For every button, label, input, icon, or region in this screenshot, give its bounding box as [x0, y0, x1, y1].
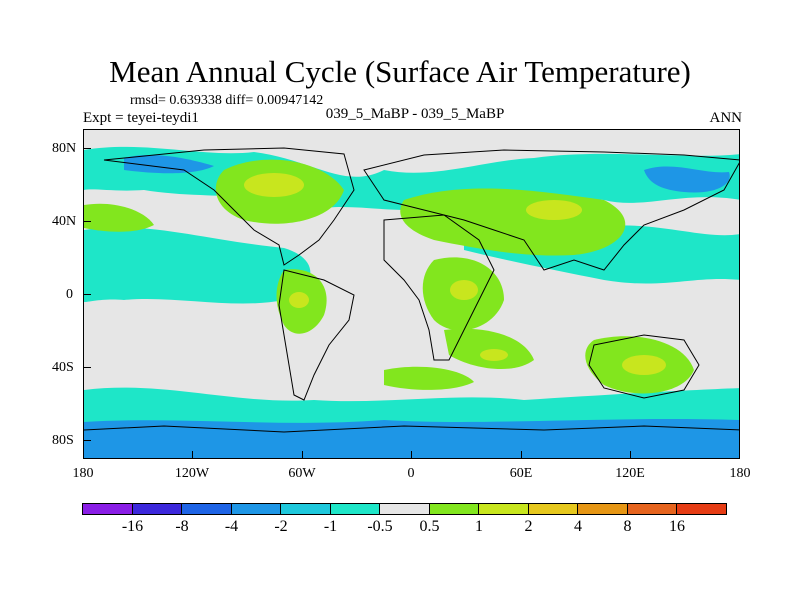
colorbar-swatch: [82, 503, 133, 515]
lat-label-40n: 40N: [52, 214, 77, 229]
lon-tick: [521, 451, 522, 459]
colorbar-label: 2: [524, 518, 533, 535]
lat-label-40s: 40S: [52, 360, 74, 375]
colorbar-swatch: [626, 503, 677, 515]
lon-label-0: 0: [407, 466, 415, 481]
yellow-spot-eurasia: [526, 200, 582, 220]
deep-blue-patch-arctic: [124, 155, 214, 174]
blue-band-antarctic: [84, 419, 739, 458]
season-label: ANN: [709, 110, 743, 126]
colorbar-label: -16: [121, 518, 144, 535]
outline-north-america: [103, 147, 355, 266]
continent-outlines: [84, 147, 739, 433]
lat-tick: [83, 367, 91, 368]
colorbar-swatch: [676, 503, 727, 515]
green-patch-southatl: [384, 366, 474, 390]
lon-label-180e: 180: [729, 466, 751, 481]
colorbar-swatch: [428, 503, 479, 515]
deep-blue-patch-asia: [644, 166, 730, 193]
colorbar-label: -8: [175, 518, 189, 535]
colorbar-swatch: [577, 503, 628, 515]
colorbar-label: -4: [224, 518, 239, 535]
lon-tick: [411, 451, 412, 459]
colorbar: [82, 503, 727, 515]
colorbar-label: 1: [475, 518, 483, 535]
colorbar-swatch: [230, 503, 281, 515]
lat-tick: [83, 440, 91, 441]
lon-label-180w: 180: [72, 466, 94, 481]
green-patch-indian: [444, 328, 534, 370]
lon-tick: [192, 451, 193, 459]
lon-tick: [630, 451, 631, 459]
colorbar-swatch: [329, 503, 380, 515]
colorbar-swatch: [379, 503, 430, 515]
lon-label-60w: 60W: [288, 466, 316, 481]
cyan-band-midlat: [84, 227, 311, 304]
colorbar-swatch: [131, 503, 182, 515]
experiment-label: Expt = teyei-teydi1: [83, 110, 199, 126]
colorbar-label: 4: [574, 518, 582, 535]
outline-africa: [383, 214, 495, 361]
colorbar-swatch: [181, 503, 232, 515]
map-field: [84, 130, 739, 458]
yellow-spot-na: [244, 173, 304, 197]
colorbar-label: -0.5: [367, 518, 393, 535]
colorbar-label: 8: [623, 518, 632, 535]
lon-label-60e: 60E: [509, 466, 533, 481]
colorbar-label: -1: [323, 518, 338, 535]
colorbar-label: 16: [669, 518, 685, 535]
case-label: 039_5_MaBP - 039_5_MaBP: [325, 106, 505, 122]
outline-australia: [588, 334, 700, 399]
green-patch-westpac: [84, 203, 154, 232]
outline-south-america: [278, 269, 355, 401]
yellow-spot-sa: [289, 292, 309, 308]
yellow-spot-australia: [622, 355, 666, 375]
lat-tick: [83, 294, 91, 295]
outline-antarctica: [84, 425, 739, 433]
colorbar-label: 0.5: [419, 518, 440, 535]
lat-label-80s: 80S: [52, 433, 74, 448]
colorbar-swatch: [478, 503, 529, 515]
colorbar-swatch: [280, 503, 331, 515]
lon-tick: [302, 451, 303, 459]
colorbar-label: -2: [274, 518, 288, 535]
cyan-band-south: [84, 387, 739, 430]
lat-label-eq: 0: [66, 287, 73, 302]
yellow-spot-africa: [450, 280, 478, 300]
lat-tick: [83, 148, 91, 149]
colorbar-swatch: [527, 503, 578, 515]
temperature-map: [83, 129, 740, 459]
plot-title: Mean Annual Cycle (Surface Air Temperatu…: [109, 54, 691, 89]
lat-label-80n: 80N: [52, 141, 77, 156]
lat-tick: [83, 221, 91, 222]
lon-label-120e: 120E: [615, 466, 645, 481]
yellow-spot-indian: [480, 349, 508, 361]
stats-text: rmsd= 0.639338 diff= 0.00947142: [130, 93, 324, 108]
lon-label-120w: 120W: [174, 466, 210, 481]
outline-eurasia: [363, 149, 739, 271]
